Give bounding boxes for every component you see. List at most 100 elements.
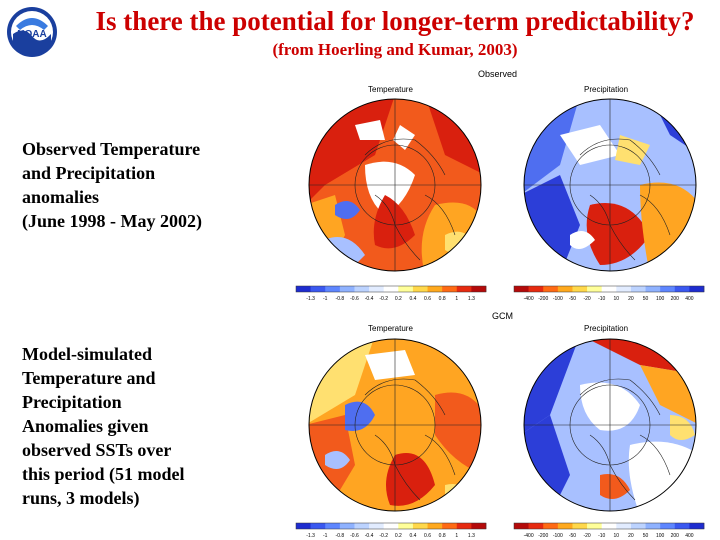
colorbar-tick-label: 20: [628, 296, 634, 302]
colorbar-tick-label: -1.3: [306, 533, 315, 539]
colorbar-tick-label: 10: [614, 533, 620, 539]
colorbar-tick-label: 20: [628, 533, 634, 539]
colorbar-segment: [354, 286, 370, 292]
colorbar-segment: [630, 286, 646, 292]
gcm-section-label: GCM: [492, 311, 513, 321]
colorbar-tick-label: -1.3: [306, 296, 315, 302]
colorbar-segment: [601, 286, 617, 292]
colorbar-segment: [674, 523, 690, 529]
colorbar-tick-label: 400: [685, 533, 694, 539]
colorbar-segment: [645, 286, 661, 292]
colorbar-tick-label: -1: [323, 296, 328, 302]
gcm-temperature-title: Temperature: [368, 324, 413, 333]
colorbar-tick-label: -50: [569, 533, 576, 539]
colorbar-segment: [601, 523, 617, 529]
colorbar-tick-label: -1: [323, 533, 328, 539]
observed-temperature-map: [308, 98, 482, 272]
colorbar-tick-label: -10: [598, 533, 605, 539]
colorbar-segment: [442, 286, 458, 292]
colorbar-segment: [616, 523, 632, 529]
colorbar-segment: [660, 523, 676, 529]
colorbar-tick-label: -200: [538, 296, 548, 302]
gcm-precipitation-title: Precipitation: [584, 324, 629, 333]
colorbar-segment: [310, 523, 326, 529]
colorbar-segment: [528, 523, 544, 529]
colorbar-segment: [543, 523, 559, 529]
colorbar-segment: [587, 286, 602, 292]
colorbar-segment: [427, 523, 443, 529]
colorbar-tick-label: 1: [455, 533, 458, 539]
page-subtitle: (from Hoerling and Kumar, 2003): [272, 40, 518, 59]
colorbar-tick-label: -200: [538, 533, 548, 539]
colorbar-tick-label: -50: [569, 296, 576, 302]
colorbar-tick-label: 100: [656, 296, 665, 302]
colorbar-tick-label: -0.6: [350, 533, 359, 539]
colorbar-segment: [456, 286, 472, 292]
colorbar-segment: [369, 286, 384, 292]
colorbar-tick-label: -0.2: [379, 296, 388, 302]
colorbar-segment: [514, 286, 529, 292]
colorbar-tick-label: -400: [524, 533, 534, 539]
colorbar-tick-label: 0.2: [395, 296, 402, 302]
colorbar-tick-label: 0.8: [439, 296, 446, 302]
colorbar-segment: [412, 286, 428, 292]
observed-precipitation-colorbar: -400 -200 -100 -50 -20 -10 10 20 50 100 200 400: [513, 285, 705, 302]
colorbar-tick-label: 0.2: [395, 533, 402, 539]
colorbar-segment: [412, 523, 428, 529]
colorbar-segment: [383, 523, 399, 529]
colorbar-tick-label: -100: [553, 533, 563, 539]
colorbar-tick-label: -0.8: [336, 296, 345, 302]
colorbar-tick-label: 0.4: [409, 533, 416, 539]
colorbar-tick-label: -400: [524, 296, 534, 302]
colorbar-segment: [645, 523, 661, 529]
colorbar-outline: [513, 285, 705, 293]
gcm-precipitation-map: [523, 338, 697, 512]
colorbar-outline: [295, 522, 487, 530]
colorbar-segment: [398, 286, 414, 292]
gcm-precipitation-colorbar: -400 -200 -100 -50 -20 -10 10 20 50 100 200 400: [513, 522, 705, 539]
colorbar-segment: [369, 523, 384, 529]
gcm-temperature-colorbar: -1.3 -1 -0.8 -0.6 -0.4 -0.2 0.2 0.4 0.6 0.8 1 1.3: [295, 522, 487, 539]
colorbar-segment: [660, 286, 676, 292]
colorbar-segment: [514, 523, 529, 529]
colorbar-segment: [442, 523, 458, 529]
colorbar-segment: [630, 523, 646, 529]
colorbar-segment: [398, 523, 414, 529]
colorbar-tick-label: -10: [598, 296, 605, 302]
colorbar-outline: [513, 522, 705, 530]
colorbar-tick-label: 10: [614, 296, 620, 302]
colorbar-tick-label: 1.3: [468, 533, 475, 539]
observed-precipitation-map: [523, 98, 697, 272]
observed-precipitation-title: Precipitation: [584, 85, 629, 94]
colorbar-segment: [572, 286, 588, 292]
colorbar-segment: [325, 286, 341, 292]
gcm-temperature-map: [308, 338, 482, 512]
colorbar-segment: [296, 523, 311, 529]
colorbar-segment: [296, 286, 311, 292]
colorbar-segment: [689, 286, 705, 292]
colorbar-segment: [339, 286, 355, 292]
colorbar-tick-label: 200: [671, 533, 680, 539]
colorbar-segment: [616, 286, 632, 292]
colorbar-segment: [674, 286, 690, 292]
page-title: Is there the potential for longer-term p…: [95, 6, 695, 36]
colorbar-segment: [471, 523, 487, 529]
colorbar-tick-label: -0.4: [365, 533, 374, 539]
observed-temperature-colorbar: -1.3 -1 -0.8 -0.6 -0.4 -0.2 0.2 0.4 0.6 0.8 1 1.3: [295, 285, 487, 302]
colorbar-segment: [557, 286, 573, 292]
noaa-logo-text: NOAA: [17, 29, 46, 40]
colorbar-segment: [528, 286, 544, 292]
colorbar-segment: [339, 523, 355, 529]
colorbar-tick-label: 400: [685, 296, 694, 302]
colorbar-segment: [383, 286, 399, 292]
colorbar-tick-label: 50: [643, 533, 649, 539]
colorbar-segment: [456, 523, 472, 529]
colorbar-tick-label: 200: [671, 296, 680, 302]
colorbar-segment: [354, 523, 370, 529]
colorbar-segment: [310, 286, 326, 292]
colorbar-tick-label: -20: [583, 533, 590, 539]
colorbar-tick-label: -0.2: [379, 533, 388, 539]
colorbar-tick-label: 0.4: [409, 296, 416, 302]
colorbar-tick-label: -100: [553, 296, 563, 302]
colorbar-segment: [427, 286, 443, 292]
